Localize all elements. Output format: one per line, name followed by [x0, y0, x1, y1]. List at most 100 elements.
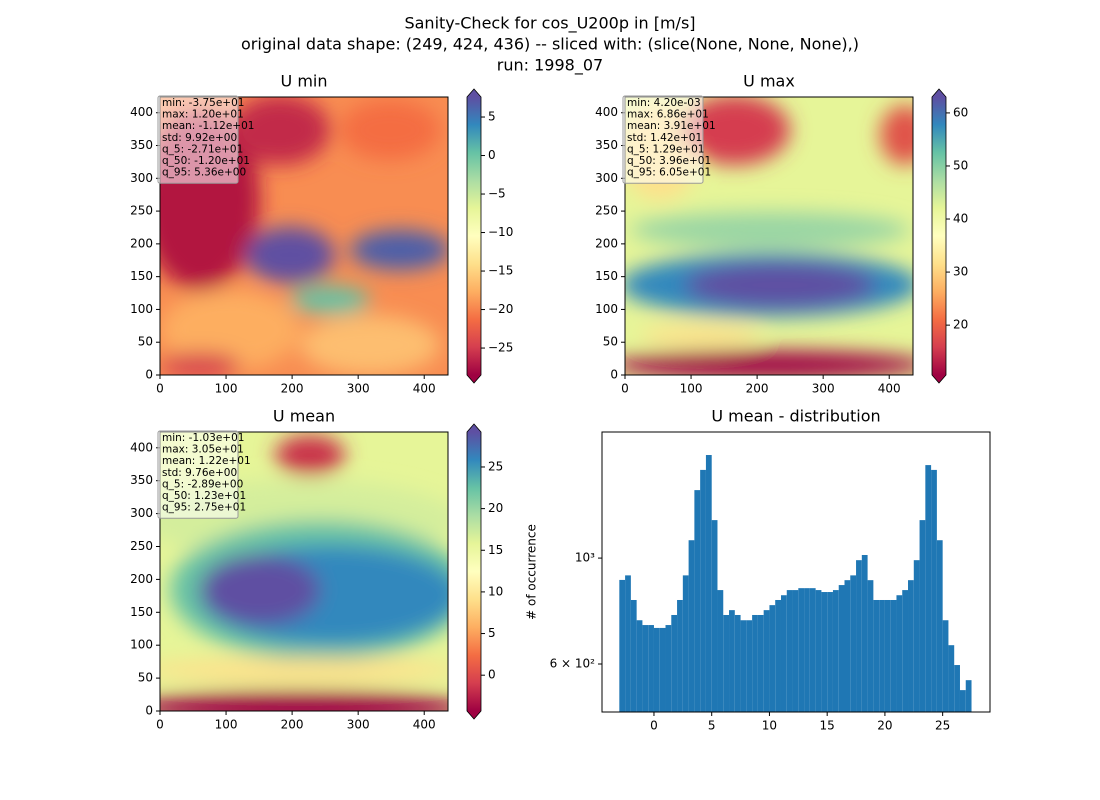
colorbar-tick-label: 0	[488, 668, 496, 682]
colorbar-outline	[931, 88, 947, 384]
colorbar	[932, 97, 946, 375]
y-tick-label: 6 × 10²	[550, 656, 596, 670]
bar	[873, 599, 880, 712]
bar	[809, 588, 816, 712]
bar	[619, 579, 626, 712]
figure-title: Sanity-Check for cos_U200p in [m/s]	[404, 14, 695, 34]
x-tick-label: 100	[215, 718, 238, 732]
bar	[815, 590, 822, 712]
stats-text: std: 9.92e+00	[162, 132, 237, 144]
y-tick-label: 350	[130, 473, 153, 487]
y-tick-label: 150	[130, 269, 153, 283]
axes-frame	[159, 431, 449, 712]
x-tick-label: 0	[650, 719, 658, 733]
bar	[723, 614, 730, 712]
bar	[931, 469, 937, 712]
colorbar-tick-label: 25	[488, 459, 503, 473]
bar	[879, 599, 885, 712]
bar	[965, 680, 972, 712]
bar	[832, 590, 839, 712]
axes-frame	[601, 431, 991, 713]
bar	[757, 614, 764, 712]
bar	[769, 605, 776, 712]
bar	[902, 590, 909, 712]
bar	[775, 599, 781, 712]
bar	[763, 610, 770, 712]
bar	[671, 614, 678, 712]
stats-text: std: 9.76e+00	[162, 467, 237, 479]
stats-text: q_5: -2.89e+00	[162, 478, 243, 490]
bar	[688, 540, 695, 712]
colorbar	[467, 97, 481, 375]
x-tick-label: 0	[621, 382, 629, 396]
colorbar-tick-label: 50	[953, 158, 968, 172]
stats-text: min: 4.20e-03	[627, 97, 701, 109]
y-tick-label: 50	[138, 671, 153, 685]
bar	[861, 555, 868, 712]
axes-frame	[159, 96, 449, 376]
heatmap-image	[160, 97, 448, 375]
bar	[896, 595, 903, 712]
bar	[867, 580, 874, 712]
colorbar-extend	[467, 375, 481, 383]
colorbar-extend	[467, 711, 481, 719]
colorbar-tick-label: −5	[488, 187, 506, 201]
stats-text: max: 1.20e+01	[162, 109, 244, 121]
stats-text: mean: 3.91e+01	[627, 120, 716, 132]
bar	[838, 585, 845, 712]
bar	[625, 575, 631, 712]
bar	[792, 590, 799, 712]
bar	[636, 620, 643, 712]
colorbar-extend	[467, 89, 481, 97]
axes-title: U mean	[273, 407, 335, 426]
y-tick-label: 100	[130, 302, 153, 316]
bar	[665, 625, 672, 712]
colorbar	[467, 432, 481, 711]
bar	[786, 590, 793, 712]
x-tick-label: 400	[878, 382, 901, 396]
bar	[948, 645, 955, 712]
colorbar-outline	[466, 423, 482, 720]
y-tick-label: 0	[610, 368, 618, 382]
colorbar-tick-label: 5	[488, 626, 496, 640]
colorbar-tick-label: 20	[953, 318, 968, 332]
stats-text: std: 1.42e+01	[627, 132, 702, 144]
bar	[925, 465, 932, 712]
x-tick-label: 300	[347, 382, 370, 396]
colorbar-extend	[932, 375, 946, 383]
bar	[827, 592, 833, 712]
x-tick-label: 400	[413, 718, 436, 732]
y-tick-label: 350	[595, 138, 618, 152]
x-tick-label: 0	[156, 718, 164, 732]
bar	[844, 580, 851, 712]
x-tick-label: 5	[708, 719, 716, 733]
colorbar-tick-label: 60	[953, 105, 968, 119]
y-tick-label: 150	[130, 605, 153, 619]
x-tick-label: 0	[156, 382, 164, 396]
colorbar-tick-label: 20	[488, 501, 503, 515]
figure-title: original data shape: (249, 424, 436) -- …	[241, 35, 859, 54]
y-tick-label: 50	[603, 335, 618, 349]
bar	[740, 620, 747, 712]
axes-title: U min	[281, 72, 328, 91]
y-tick-label: 150	[595, 269, 618, 283]
bar	[942, 620, 949, 712]
x-tick-label: 200	[746, 382, 769, 396]
stats-box	[157, 95, 239, 184]
stats-text: q_50: 3.96e+01	[627, 155, 711, 167]
stats-box	[622, 95, 704, 184]
bar	[850, 575, 857, 712]
x-tick-label: 400	[413, 382, 436, 396]
colorbar-extend	[467, 424, 481, 432]
bar	[804, 588, 810, 712]
stats-box	[157, 430, 239, 519]
y-tick-label: 350	[130, 138, 153, 152]
y-tick-label: 400	[595, 105, 618, 119]
y-tick-label: 250	[130, 539, 153, 553]
y-axis-label: # of occurrence	[525, 524, 539, 620]
bar	[659, 627, 666, 712]
stats-text: max: 6.86e+01	[627, 109, 709, 121]
stats-text: q_95: 6.05e+01	[627, 167, 711, 179]
stats-text: q_50: -1.20e+01	[162, 155, 250, 167]
